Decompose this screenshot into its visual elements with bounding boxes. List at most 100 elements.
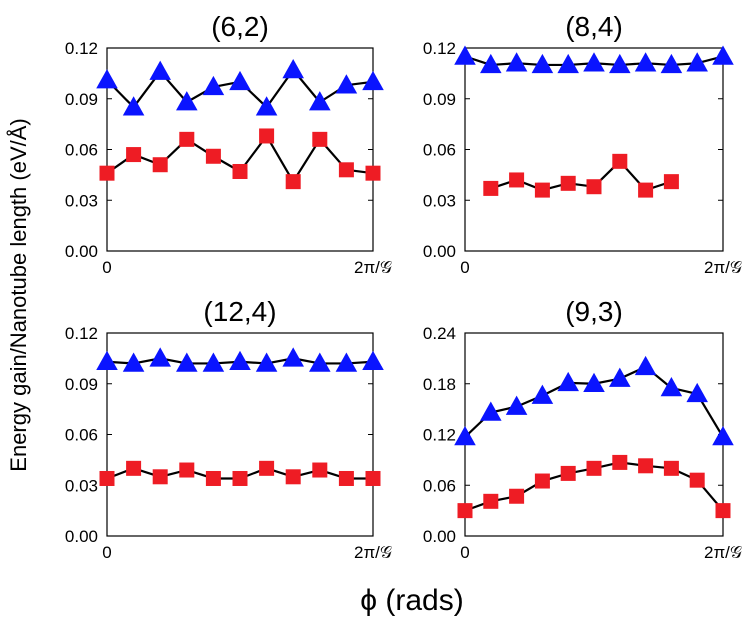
- square-marker: [259, 460, 275, 476]
- plot-frame: [464, 332, 724, 537]
- y-tick-label: 0.12: [423, 39, 456, 58]
- triangle-marker: [712, 45, 734, 65]
- triangle-marker: [505, 395, 528, 415]
- square-marker: [338, 162, 354, 178]
- square-marker: [126, 460, 142, 476]
- triangle-marker: [229, 70, 251, 91]
- y-tick-label: 0.00: [65, 527, 98, 546]
- triangle-marker: [686, 52, 708, 72]
- triangle-marker: [480, 401, 502, 421]
- x-tick-label: 0: [460, 543, 469, 562]
- square-marker: [312, 462, 328, 478]
- x-tick-label: 0: [460, 258, 469, 277]
- square-marker: [365, 165, 381, 181]
- triangle-marker: [96, 69, 118, 89]
- y-tick-label: 0.09: [423, 90, 456, 109]
- x-tick-label: 0: [102, 258, 111, 277]
- y-tick-label: 0.12: [65, 324, 98, 343]
- x-tick-label: 2π/𝒢: [704, 543, 742, 562]
- triangle-marker: [583, 52, 605, 72]
- panel-title: (6,2): [211, 11, 269, 42]
- y-tick-label: 0.09: [65, 375, 98, 394]
- triangle-marker: [362, 350, 384, 371]
- triangle-marker: [202, 75, 225, 96]
- square-marker: [534, 473, 550, 489]
- square-marker: [483, 493, 499, 509]
- panel-12-4: (12,4) 0.00 0.03 0.06 0.09 0.12 0 2π/𝒢: [65, 296, 392, 562]
- triangle-marker: [96, 350, 118, 371]
- x-tick-label: 0: [102, 543, 111, 562]
- triangle-marker: [454, 426, 476, 446]
- y-tick-label: 0.12: [65, 39, 98, 58]
- panel-title: (9,3): [565, 296, 623, 327]
- y-tick-label: 0.06: [65, 426, 98, 445]
- triangle-marker: [309, 91, 331, 111]
- y-tick-label: 0.12: [423, 426, 456, 445]
- triangle-marker: [202, 352, 225, 372]
- panel-6-2: (6,2) 0.00 0.03 0.06 0.09 0.12 0 2π/𝒢: [65, 11, 392, 277]
- panel-title: (8,4): [565, 11, 623, 42]
- triangle-marker: [660, 53, 683, 74]
- square-marker: [509, 488, 525, 504]
- panel-9-3: (9,3) 0.00 0.06 0.12 0.18 0.24 0 2π/𝒢: [423, 296, 742, 562]
- triangle-marker: [255, 96, 278, 116]
- triangle-marker: [335, 74, 358, 94]
- square-marker: [152, 157, 168, 173]
- square-marker: [663, 460, 679, 476]
- triangle-marker: [309, 352, 331, 372]
- square-marker: [285, 469, 301, 485]
- square-marker: [338, 470, 354, 486]
- square-marker: [232, 470, 248, 486]
- square-marker: [99, 165, 115, 181]
- square-marker: [663, 174, 679, 190]
- triangle-marker: [583, 372, 605, 392]
- triangle-marker: [362, 70, 384, 91]
- square-marker: [312, 131, 328, 147]
- square-marker: [612, 153, 628, 169]
- triangle-marker: [149, 60, 171, 80]
- y-tick-label: 0.00: [423, 242, 456, 261]
- triangle-marker: [686, 382, 708, 403]
- y-tick-label: 0.06: [65, 141, 98, 160]
- y-tick-label: 0.00: [65, 242, 98, 261]
- triangle-marker: [176, 91, 198, 111]
- y-tick-label: 0.06: [423, 141, 456, 160]
- square-marker: [638, 182, 654, 198]
- square-marker: [99, 470, 115, 486]
- y-tick-label: 0.18: [423, 375, 456, 394]
- square-marker: [365, 470, 381, 486]
- square-marker: [612, 454, 628, 470]
- triangle-marker: [505, 52, 528, 72]
- triangle-marker: [454, 45, 476, 65]
- triangle-marker: [229, 350, 251, 371]
- y-tick-label: 0.24: [423, 324, 456, 343]
- triangle-marker: [634, 355, 657, 376]
- x-tick-label: 2π/𝒢: [354, 543, 392, 562]
- triangle-marker: [531, 53, 554, 74]
- y-tick-label: 0.00: [423, 527, 456, 546]
- x-axis-label: ϕ (rads): [360, 584, 463, 617]
- square-marker: [457, 503, 473, 519]
- triangle-marker: [609, 53, 631, 74]
- square-marker: [560, 465, 576, 481]
- triangle-marker: [176, 352, 198, 372]
- square-marker: [483, 180, 499, 196]
- triangle-marker: [712, 426, 734, 446]
- x-tick-label: 2π/𝒢: [354, 258, 392, 277]
- square-marker: [126, 147, 142, 163]
- square-marker: [205, 148, 221, 164]
- y-tick-label: 0.03: [423, 191, 456, 210]
- square-marker: [179, 131, 195, 147]
- square-marker: [534, 182, 550, 198]
- triangle-marker: [634, 52, 657, 72]
- panel-title: (12,4): [203, 296, 276, 327]
- x-tick-label: 2π/𝒢: [704, 258, 742, 277]
- square-marker: [232, 163, 248, 179]
- panels: (6,2)0.000.030.060.090.120 2π/𝒢(8,4)0.000…: [65, 11, 742, 562]
- y-tick-label: 0.03: [65, 476, 98, 495]
- square-marker: [586, 179, 602, 195]
- triangle-marker: [531, 384, 554, 404]
- square-marker: [715, 503, 731, 519]
- square-marker: [179, 462, 195, 478]
